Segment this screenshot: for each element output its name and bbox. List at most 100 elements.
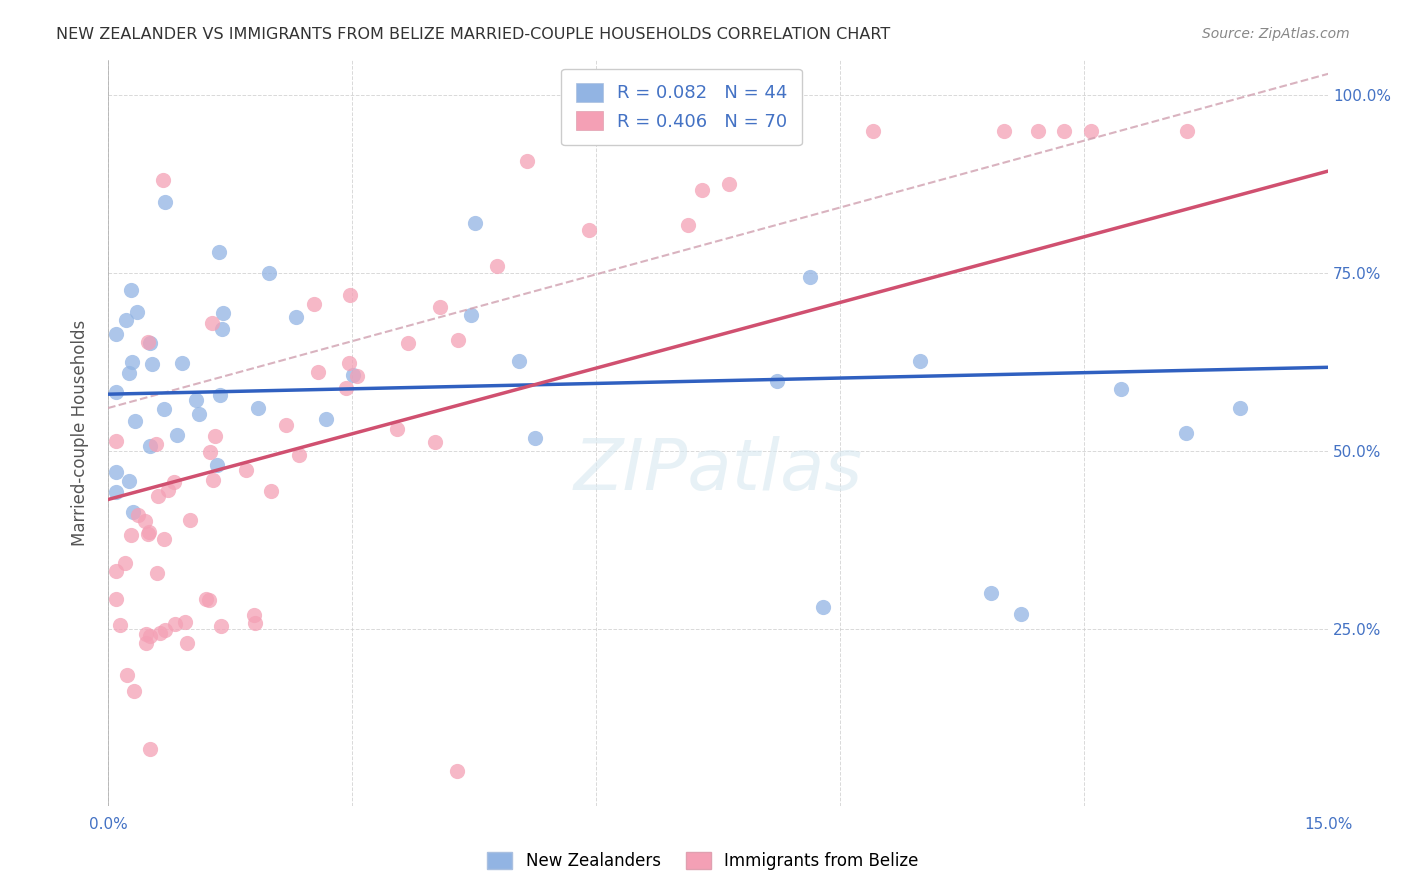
Point [1053,124,1076,138]
Point [508,354,530,368]
Point [993,124,1015,138]
Point [153,533,176,547]
Point [105,564,128,578]
Text: ZIPatlas: ZIPatlas [574,436,862,505]
Point [385,422,408,436]
Point [120,528,142,542]
Point [766,374,789,388]
Point [342,368,364,382]
Point [1026,124,1049,138]
Point [619,124,641,138]
Point [690,183,713,197]
Point [146,489,169,503]
Text: Source: ZipAtlas.com: Source: ZipAtlas.com [1202,27,1350,41]
Point [127,508,149,523]
Point [423,435,446,450]
Point [153,623,176,637]
Point [485,259,508,273]
Point [105,384,128,399]
Point [208,244,231,259]
Point [139,439,162,453]
Point [146,566,169,580]
Point [187,407,209,421]
Point [307,365,329,379]
Point [105,327,128,342]
Point [139,336,162,351]
Point [145,436,167,450]
Point [155,194,177,209]
Point [257,266,280,280]
Point [799,270,821,285]
Point [1175,425,1198,440]
Point [152,401,174,416]
Point [105,465,128,479]
Point [118,474,141,488]
Point [157,483,180,497]
Point [204,429,226,443]
Point [197,592,219,607]
Point [243,615,266,630]
Point [235,462,257,476]
Text: NEW ZEALANDER VS IMMIGRANTS FROM BELIZE MARRIED-COUPLE HOUSEHOLDS CORRELATION CH: NEW ZEALANDER VS IMMIGRANTS FROM BELIZE … [56,27,890,42]
Point [114,557,136,571]
Point [247,401,270,416]
Point [108,618,131,632]
Point [105,484,128,499]
Point [780,124,803,138]
Point [120,283,142,297]
Point [105,592,128,607]
Point [335,381,357,395]
Point [201,473,224,487]
Point [274,417,297,432]
Point [138,525,160,540]
Point [447,333,470,347]
Point [212,306,235,320]
Point [118,366,141,380]
Point [429,300,451,314]
Point [243,608,266,623]
Point [1229,401,1251,415]
Point [337,356,360,370]
Point [115,668,138,682]
Point [184,392,207,407]
Point [676,218,699,232]
Point [139,629,162,643]
Point [136,334,159,349]
Point [124,414,146,428]
Point [149,626,172,640]
Point [135,635,157,649]
Point [211,322,233,336]
Point [578,223,600,237]
Point [105,434,128,449]
Point [141,357,163,371]
Point [304,297,326,311]
Point [1109,382,1132,396]
Point [284,310,307,325]
Y-axis label: Married-couple Households: Married-couple Households [72,320,89,546]
Point [516,154,538,169]
Point [176,636,198,650]
Point [121,505,143,519]
Point [136,527,159,541]
Point [121,355,143,369]
Point [166,428,188,442]
Point [721,124,744,138]
Point [127,304,149,318]
Point [339,288,361,302]
Point [908,354,931,368]
Point [115,313,138,327]
Point [200,445,222,459]
Point [135,627,157,641]
Point [446,764,468,778]
Legend: R = 0.082   N = 44, R = 0.406   N = 70: R = 0.082 N = 44, R = 0.406 N = 70 [561,69,801,145]
Point [139,742,162,756]
Point [152,173,174,187]
Point [396,335,419,350]
Point [260,483,283,498]
Point [201,316,224,330]
Point [1080,124,1102,138]
Point [207,458,229,473]
Point [122,684,145,698]
Point [287,449,309,463]
Point [1175,124,1198,138]
